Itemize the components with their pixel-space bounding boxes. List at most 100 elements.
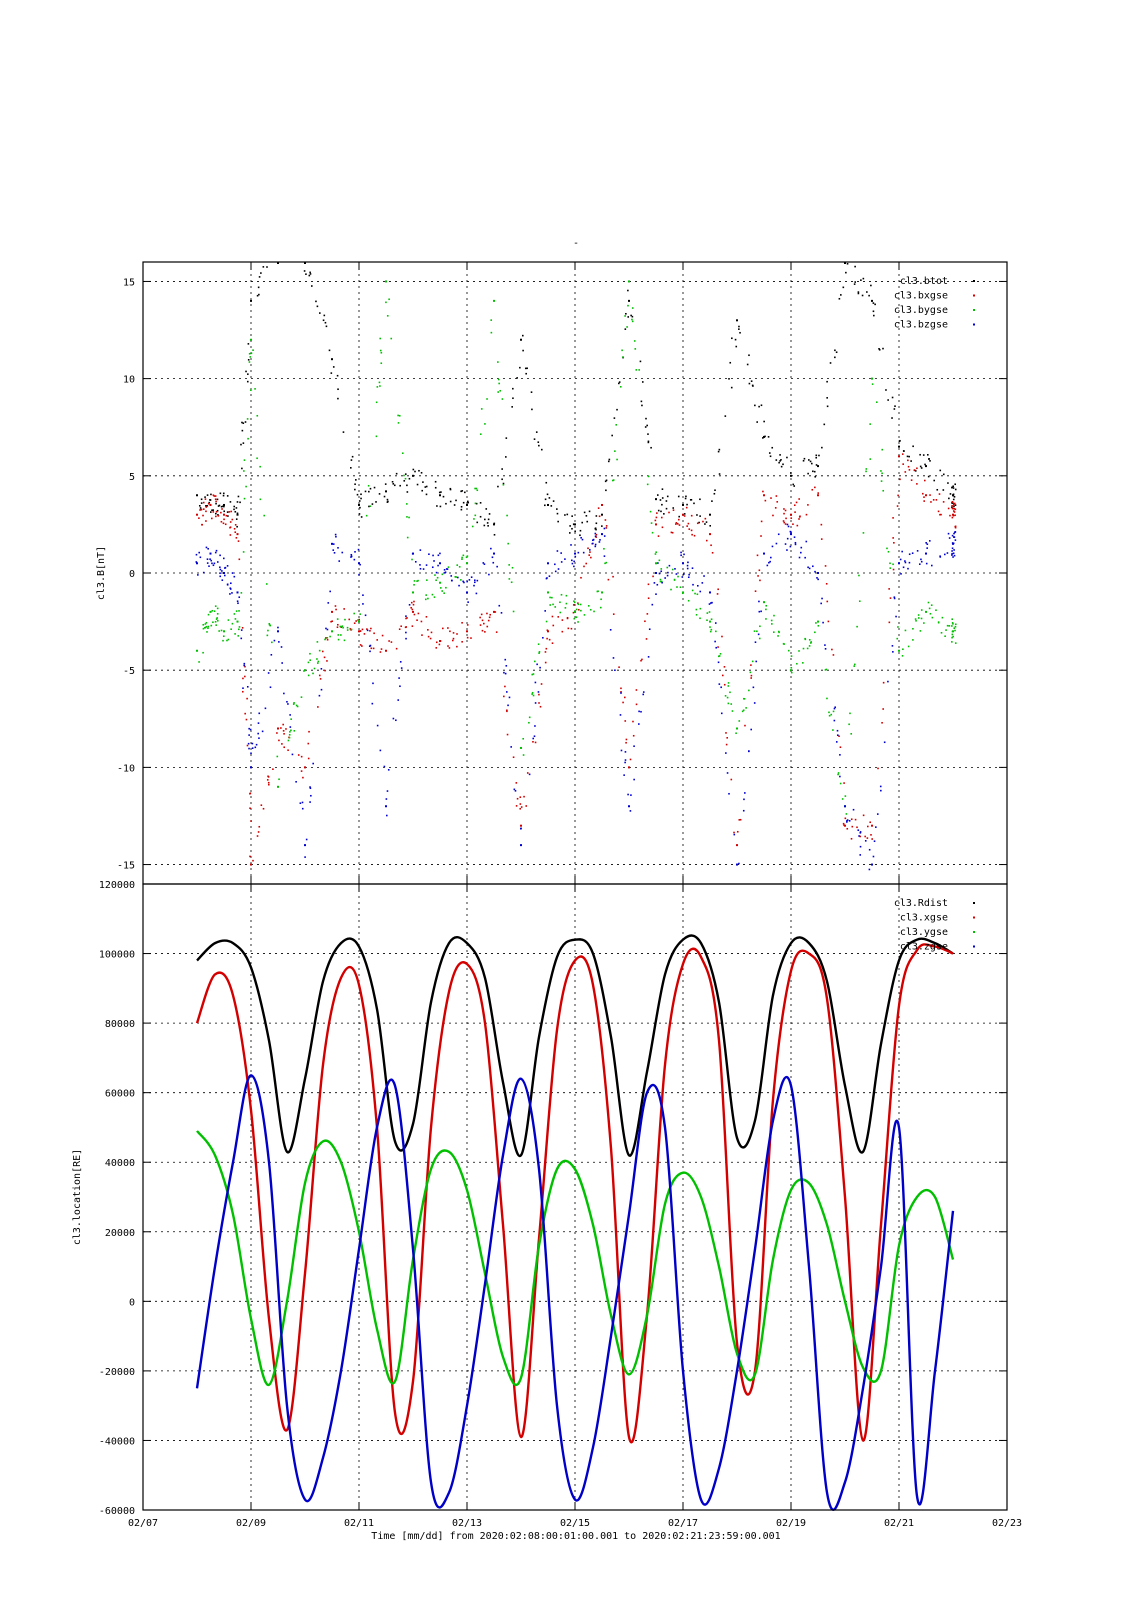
data-point-jitter [259,498,262,501]
y-tick-label: 100000 [99,950,135,961]
data-point-jitter [223,574,226,577]
data-point-jitter [674,568,676,570]
data-point-jitter [229,534,232,536]
data-point-jitter [317,660,320,663]
data-point-jitter [675,523,677,525]
data-point-jitter [726,772,729,774]
data-point-jitter [510,581,513,584]
data-point-jitter [397,414,399,417]
data-point-jitter [434,480,437,483]
data-point-jitter [824,644,826,646]
data-point-jitter [466,500,469,503]
data-point-jitter [243,664,245,667]
data-point-jitter [356,493,359,496]
data-point-jitter [782,520,785,522]
data-point [493,610,495,613]
data-point [520,824,522,827]
data-point-jitter [888,621,891,624]
data-point-jitter [794,511,796,513]
data-point-jitter [326,628,329,631]
data-point-jitter [762,490,764,493]
data-point-jitter [846,819,849,821]
data-point-jitter [870,284,872,287]
data-point-jitter [916,483,918,485]
data-point [331,610,333,613]
data-point-jitter [336,618,339,620]
data-point-jitter [439,552,441,555]
x-tick-label: 02/15 [560,1518,590,1529]
data-point-jitter [820,523,823,526]
data-point-jitter [604,480,607,483]
data-point-jitter [226,495,229,497]
data-point-jitter [381,634,384,637]
data-point-jitter [346,629,349,631]
data-point-jitter [565,602,568,605]
data-point-jitter [319,678,322,680]
data-point-jitter [927,453,929,456]
data-point-jitter [851,825,854,828]
data-point-jitter [886,547,888,550]
data-point-jitter [833,707,836,710]
data-point-jitter [914,470,917,472]
data-point [682,591,684,594]
data-point-jitter [594,545,597,548]
data-point-jitter [779,454,781,456]
data-point-jitter [487,619,490,622]
data-point-jitter [887,680,889,683]
data-point-jitter [373,486,376,489]
data-point-jitter [877,767,879,770]
data-point [250,863,252,866]
data-point-jitter [364,614,367,617]
data-point-jitter [908,561,911,564]
data-point-jitter [226,565,229,567]
data-point-jitter [714,622,717,624]
data-point-jitter [715,630,717,633]
data-point-jitter [406,617,408,619]
data-point-jitter [535,431,538,433]
data-point-jitter [219,492,222,495]
data-point-jitter [703,575,705,577]
data-point-jitter [557,616,560,618]
data-point-jitter [479,433,482,435]
data-point-jitter [748,689,750,692]
data-point-jitter [360,516,363,518]
data-point-jitter [658,559,661,562]
data-point-jitter [683,515,686,517]
data-point-jitter [691,589,694,592]
data-point-jitter [532,737,535,740]
data-point-jitter [307,661,310,664]
data-point-jitter [216,617,218,619]
x-tick-label: 02/07 [128,1518,158,1529]
data-point-jitter [507,542,509,545]
data-point-jitter [589,549,591,551]
data-point-jitter [297,754,300,756]
data-point-jitter [655,551,657,554]
data-point-jitter [715,646,718,649]
data-point-jitter [372,682,374,685]
data-point-jitter [364,490,367,493]
data-point-jitter [300,755,303,758]
data-point-jitter [889,562,891,565]
data-point-jitter [504,685,506,688]
data-point-jitter [929,612,932,615]
data-point-jitter [283,746,286,749]
data-point-jitter [618,382,620,385]
data-point-jitter [388,298,390,301]
data-point-jitter [787,649,790,652]
data-point-jitter [768,561,770,564]
data-point-jitter [319,312,321,314]
data-point-jitter [503,671,505,674]
data-point-jitter [454,576,457,578]
data-point-jitter [219,572,221,574]
data-point-jitter [209,499,212,501]
data-point-jitter [827,620,830,623]
data-point-jitter [205,625,208,628]
data-point-jitter [313,667,316,670]
data-point-jitter [814,486,816,489]
data-point-jitter [695,608,698,611]
data-point-jitter [640,400,643,403]
data-point-jitter [835,351,838,354]
data-point-jitter [446,568,449,570]
data-point-jitter [953,549,955,551]
data-point-jitter [222,557,225,560]
